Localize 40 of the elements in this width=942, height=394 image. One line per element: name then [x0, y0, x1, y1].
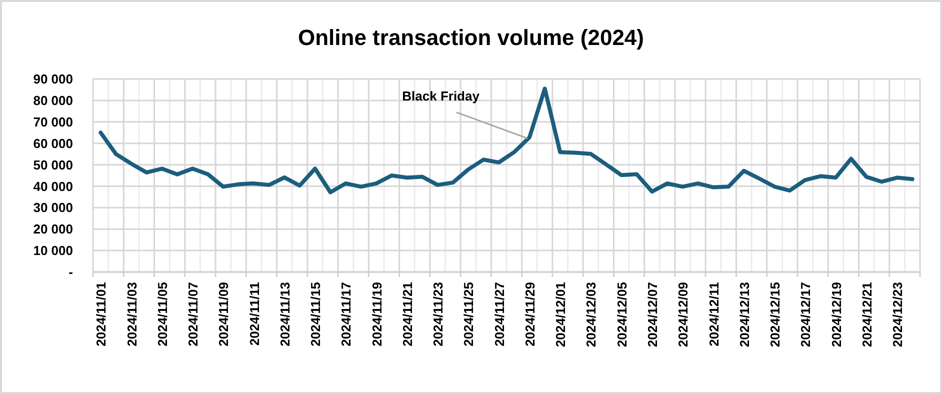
x-tick-label: 2024/12/01 — [553, 282, 568, 348]
x-tick-label: 2024/11/27 — [492, 282, 507, 346]
x-tick-label: 2024/11/09 — [216, 282, 232, 346]
x-tick-label: 2024/11/25 — [461, 282, 476, 346]
x-tick-label: 2024/11/11 — [246, 282, 262, 346]
x-tick-label: 2024/12/03 — [584, 282, 599, 348]
y-tick-label: 80 000 — [33, 92, 73, 108]
y-tick-label: 20 000 — [33, 222, 73, 237]
x-tick-label: 2024/12/15 — [768, 282, 783, 348]
x-tick-label: 2024/12/21 — [859, 282, 874, 348]
x-tick-label: 2024/12/09 — [676, 282, 691, 348]
x-tick-label: 2024/11/03 — [124, 282, 140, 346]
x-tick-label: 2024/12/07 — [644, 282, 660, 348]
x-tick-label: 2024/11/01 — [94, 282, 109, 346]
x-tick-label: 2024/11/15 — [308, 282, 324, 346]
y-tick-label: 30 000 — [33, 200, 73, 216]
y-tick-label: 40 000 — [33, 178, 73, 194]
x-tick-label: 2024/12/11 — [706, 282, 722, 346]
x-tick-label: 2024/11/23 — [430, 282, 446, 346]
x-tick-label: 2024/12/23 — [890, 282, 906, 348]
x-tick-label: 2024/11/07 — [186, 282, 201, 346]
chart-title: Online transaction volume (2024) — [298, 25, 644, 50]
line-series — [98, 86, 914, 194]
x-tick-label: 2024/11/17 — [338, 282, 354, 346]
x-tick-label: 2024/11/19 — [369, 282, 384, 346]
x-tick-label: 2024/11/21 — [400, 282, 415, 346]
y-tick-label: 70 000 — [33, 114, 73, 130]
y-tick-label: 10 000 — [33, 243, 73, 258]
y-tick-label: 90 000 — [33, 72, 73, 87]
x-tick-label: 2024/12/05 — [614, 282, 630, 348]
x-tick-label: 2024/12/13 — [736, 282, 752, 348]
x-tick-label: 2024/11/05 — [154, 282, 170, 346]
y-tick-label: - — [68, 264, 73, 280]
annotation: Black Friday — [402, 88, 480, 104]
x-tick-label: 2024/11/13 — [277, 282, 292, 346]
y-tick-label: 60 000 — [33, 136, 73, 151]
x-tick-label: 2024/11/29 — [522, 282, 538, 346]
x-tick-label: 2024/12/19 — [828, 282, 844, 348]
x-tick-label: 2024/12/17 — [798, 282, 814, 348]
y-tick-label: 50 000 — [33, 157, 73, 172]
